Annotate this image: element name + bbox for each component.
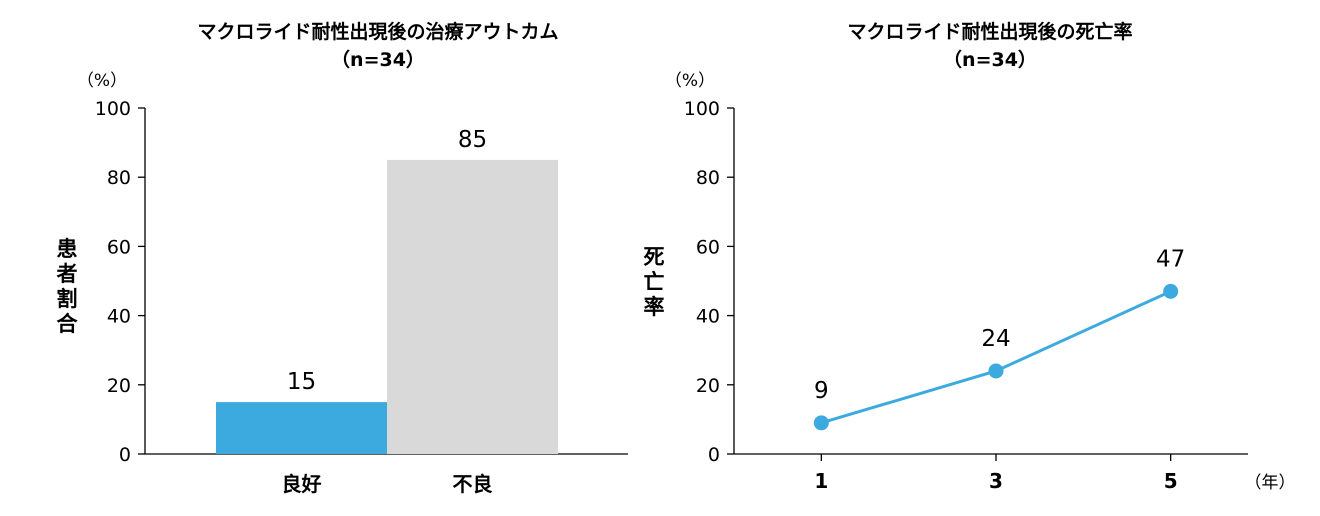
outcome-y-unit: （%）	[77, 71, 127, 91]
outcome-y-tick-label: 60	[107, 236, 131, 258]
mortality-chart: マクロライド耐性出現後の死亡率 （n=34） （%） 死 亡 率 （年） 0 20…	[644, 20, 1296, 493]
mortality-y-tick-label: 40	[696, 306, 720, 328]
mortality-series-line	[820, 290, 1172, 425]
mortality-data-label: 24	[981, 326, 1010, 352]
outcome-y-label-char: 割	[57, 287, 78, 311]
outcome-category-label: 不良	[453, 472, 493, 496]
outcome-bar-value-label: 15	[287, 369, 316, 395]
outcome-y-tick-label: 100	[95, 98, 131, 120]
mortality-data-point	[813, 415, 829, 431]
outcome-y-label-char: 合	[57, 312, 79, 336]
outcome-y-label-char: 患	[57, 237, 78, 261]
mortality-x-tick-label: 1	[814, 469, 828, 493]
mortality-data-label: 9	[814, 378, 829, 404]
outcome-category-label: 良好	[282, 472, 322, 496]
outcome-y-label-char: 者	[57, 262, 78, 286]
mortality-chart-subtitle: （n=34）	[943, 48, 1037, 71]
outcome-bar	[387, 159, 558, 454]
mortality-y-tick-label: 0	[708, 444, 720, 466]
mortality-axes: 0 20 40 60 80 100 1 3 5	[684, 98, 1248, 493]
mortality-data-point	[988, 363, 1004, 379]
mortality-x-tick-label: 5	[1164, 469, 1178, 493]
mortality-data-label: 47	[1156, 246, 1185, 272]
outcome-bar	[216, 402, 387, 454]
outcome-bar-value-label: 85	[458, 127, 487, 153]
mortality-y-label-char: 率	[644, 295, 665, 319]
outcome-bars: 15 良好 85 不良	[216, 127, 558, 496]
outcome-y-tick-label: 80	[107, 167, 131, 189]
outcome-y-tick-label: 0	[119, 444, 131, 466]
mortality-y-tick-label: 100	[684, 98, 720, 120]
outcome-chart-subtitle: （n=34）	[331, 48, 425, 71]
mortality-y-tick-label: 60	[696, 236, 720, 258]
mortality-y-axis-label: 死 亡 率	[644, 245, 665, 319]
outcome-y-tick-label: 20	[107, 375, 131, 397]
outcome-y-axis-label: 患 者 割 合	[57, 237, 79, 336]
outcome-y-tick-label: 40	[107, 306, 131, 328]
mortality-line-series: 9 24 47	[813, 246, 1185, 431]
mortality-y-tick-label: 80	[696, 167, 720, 189]
mortality-x-unit: （年）	[1245, 473, 1296, 493]
mortality-y-tick-label: 20	[696, 375, 720, 397]
mortality-y-unit: （%）	[665, 71, 715, 91]
outcome-chart: マクロライド耐性出現後の治療アウトカム （n=34） （%） 患 者 割 合 0…	[57, 20, 628, 496]
mortality-data-point	[1163, 283, 1179, 299]
outcome-chart-title: マクロライド耐性出現後の治療アウトカム	[197, 20, 558, 43]
mortality-x-tick-label: 3	[989, 469, 1003, 493]
mortality-y-label-char: 亡	[644, 270, 665, 294]
mortality-y-label-char: 死	[644, 245, 665, 269]
mortality-chart-title: マクロライド耐性出現後の死亡率	[847, 20, 1132, 43]
